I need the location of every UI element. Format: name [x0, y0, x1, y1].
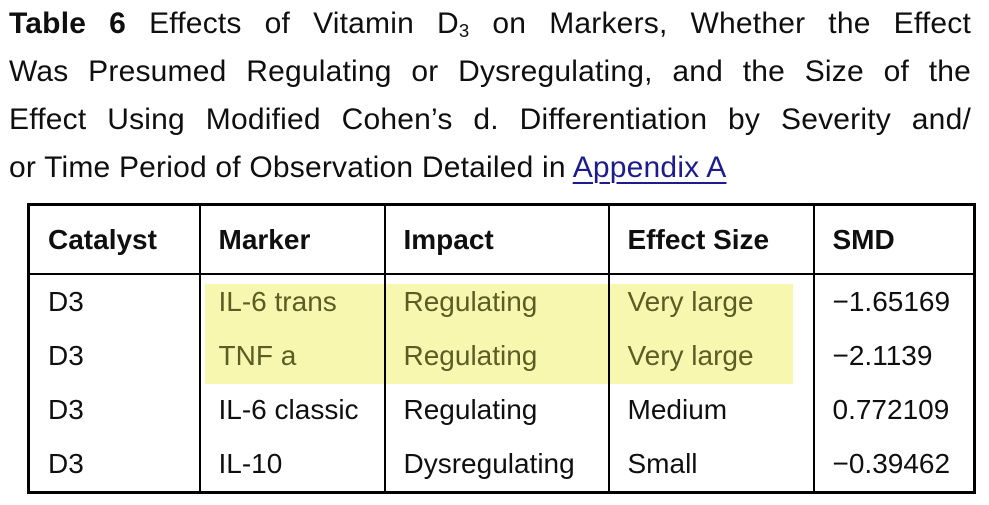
table-body: D3 IL-6 trans Regulating Very large −1.6… — [27, 274, 976, 493]
cell-smd: −0.39462 — [812, 437, 976, 493]
cell-catalyst: D3 — [27, 437, 201, 493]
caption-line-3: Effect Using Modified Cohen’s d. Differe… — [9, 103, 971, 136]
col-header-impact: Impact — [383, 204, 610, 275]
caption-text: or Time Period of Observation Detailed i… — [9, 151, 573, 184]
table-row: D3 IL-10 Dysregulating Small −0.39462 — [27, 437, 976, 493]
caption-line-4: or Time Period of Observation Detailed i… — [9, 144, 971, 192]
col-header-marker: Marker — [198, 204, 386, 275]
caption-text: on Markers, Whether the Effect — [469, 7, 971, 40]
cell-effect-size: Very large — [607, 329, 815, 383]
caption-table-number: Table 6 — [9, 7, 127, 40]
cell-marker: IL-6 classic — [198, 383, 386, 437]
table-row: D3 IL-6 classic Regulating Medium 0.7721… — [27, 383, 976, 437]
table-row: D3 TNF a Regulating Very large −2.1139 — [27, 329, 976, 383]
caption-line-2: Was Presumed Regulating or Dysregulating… — [9, 55, 971, 88]
cell-effect-size: Small — [607, 437, 815, 493]
col-header-smd: SMD — [812, 204, 976, 275]
cell-smd: −1.65169 — [812, 274, 976, 329]
cell-marker: TNF a — [198, 329, 386, 383]
cell-impact: Regulating — [383, 383, 610, 437]
cell-catalyst: D3 — [27, 329, 201, 383]
header-row: Catalyst Marker Impact Effect Size SMD — [27, 204, 976, 275]
subscript-3: 3 — [458, 20, 470, 42]
col-header-catalyst: Catalyst — [27, 204, 201, 275]
cell-catalyst: D3 — [27, 383, 201, 437]
cell-impact: Regulating — [383, 274, 610, 329]
table-row: D3 IL-6 trans Regulating Very large −1.6… — [27, 274, 976, 329]
cell-effect-size: Very large — [607, 274, 815, 329]
cell-smd: −2.1139 — [812, 329, 976, 383]
cell-smd: 0.772109 — [812, 383, 976, 437]
caption-text: Effects of Vitamin D — [126, 7, 459, 40]
cell-catalyst: D3 — [27, 274, 201, 329]
cell-marker: IL-10 — [198, 437, 386, 493]
effects-table: Catalyst Marker Impact Effect Size SMD D… — [27, 203, 976, 494]
cell-marker: IL-6 trans — [198, 274, 386, 329]
cell-impact: Dysregulating — [383, 437, 610, 493]
table-caption: Table 6 Effects of Vitamin D3 on Markers… — [9, 0, 971, 192]
cell-impact: Regulating — [383, 329, 610, 383]
col-header-effect-size: Effect Size — [607, 204, 815, 275]
appendix-a-link[interactable]: Appendix A — [572, 151, 727, 184]
caption-line-1: Table 6 Effects of Vitamin D3 on Markers… — [9, 0, 971, 48]
cell-effect-size: Medium — [607, 383, 815, 437]
table-header: Catalyst Marker Impact Effect Size SMD — [27, 204, 976, 275]
